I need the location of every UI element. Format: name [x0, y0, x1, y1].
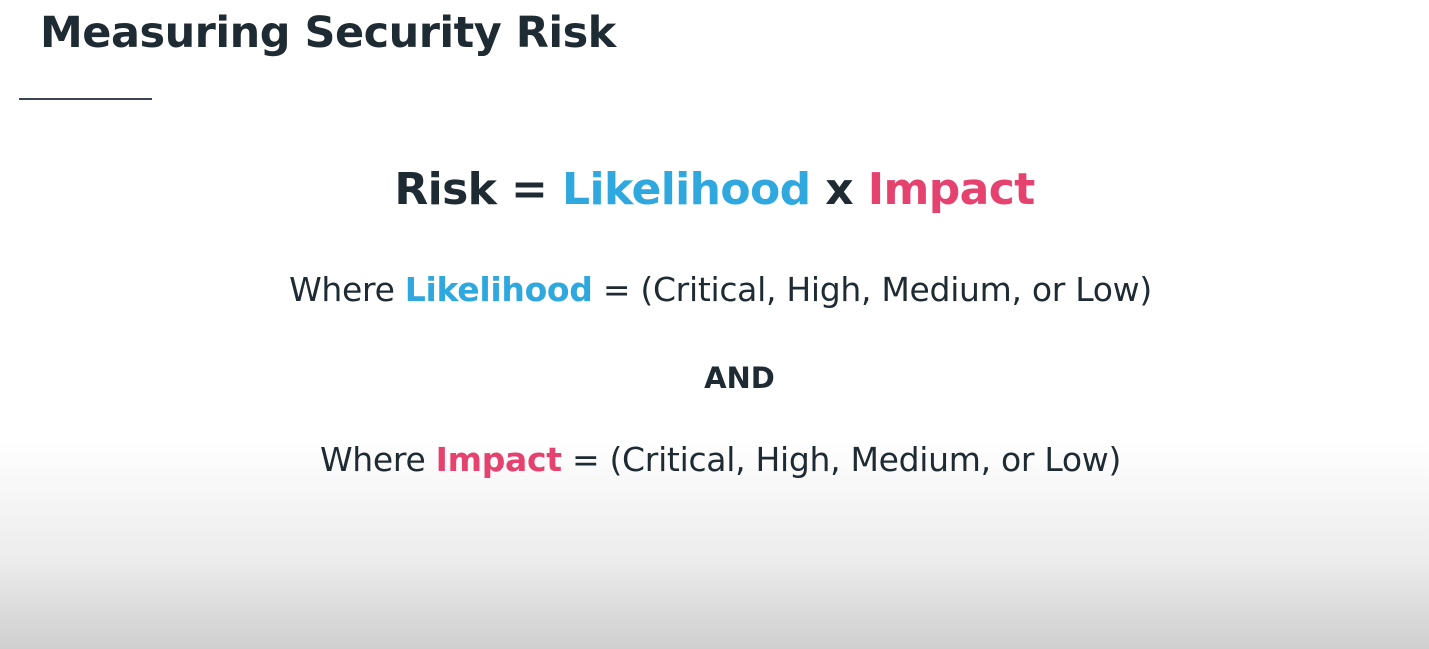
formula-equals: = [511, 164, 548, 215]
impact-prefix: Where [319, 440, 436, 479]
and-conjunction: AND [704, 361, 775, 395]
slide-title: Measuring Security Risk [40, 8, 616, 58]
impact-term: Impact [435, 440, 562, 479]
likelihood-definition: Where Likelihood = (Critical, High, Medi… [6, 270, 1429, 309]
formula-risk: Risk [394, 164, 497, 215]
impact-definition: Where Impact = (Critical, High, Medium, … [6, 440, 1429, 479]
title-underline [19, 98, 152, 100]
risk-formula: Risk = Likelihood x Impact [0, 164, 1429, 215]
formula-impact: Impact [867, 164, 1036, 215]
impact-values: = (Critical, High, Medium, or Low) [561, 440, 1122, 479]
formula-times: x [825, 164, 854, 215]
likelihood-term: Likelihood [404, 270, 593, 309]
formula-likelihood: Likelihood [562, 164, 811, 215]
likelihood-values: = (Critical, High, Medium, or Low) [592, 270, 1152, 309]
likelihood-prefix: Where [289, 270, 405, 309]
